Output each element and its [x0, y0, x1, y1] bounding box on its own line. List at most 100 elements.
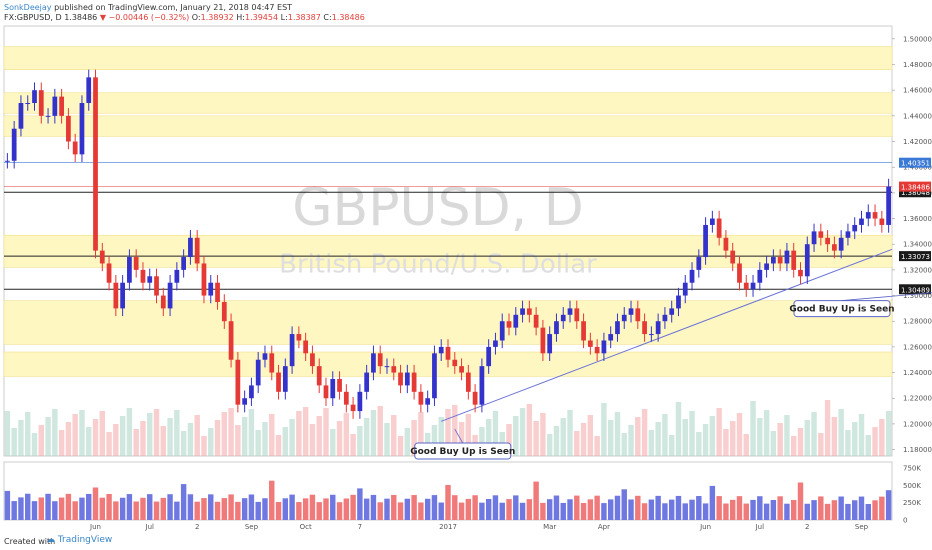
date-tick-label: 2 — [195, 523, 199, 531]
candle-body — [343, 391, 349, 405]
candle-body — [45, 115, 51, 117]
volume-bar-overlay — [45, 417, 51, 456]
volume-bar-overlay — [187, 423, 194, 456]
chart-area[interactable]: GBPUSD, D British Pound/U.S. Dollar 1.5000… — [0, 24, 932, 534]
candle-body — [587, 340, 593, 347]
volume-bar-overlay — [397, 436, 404, 456]
volume-bar — [45, 493, 51, 520]
volume-bar-overlay — [235, 425, 241, 456]
candle-body — [832, 244, 837, 251]
volume-bar — [289, 494, 295, 520]
volume-bar-overlay — [865, 435, 871, 456]
candle-body — [574, 308, 580, 322]
volume-bar — [404, 498, 411, 520]
watermark-symbol: GBPUSD, D — [292, 178, 584, 238]
volume-bar — [485, 498, 492, 520]
candle-body — [276, 372, 281, 392]
volume-bar-overlay — [228, 408, 234, 456]
volume-bar-overlay — [167, 418, 173, 456]
candle-body — [560, 314, 566, 322]
volume-bar — [330, 494, 336, 520]
volume-bar — [302, 498, 309, 520]
volume-bar-overlay — [492, 411, 499, 456]
candle-body — [249, 385, 254, 399]
volume-bar — [804, 503, 810, 520]
volume-bar-overlay — [587, 415, 594, 456]
volume-bar-overlay — [241, 417, 248, 456]
sr-zone — [3, 92, 893, 114]
volume-bar-overlay — [594, 436, 600, 456]
candle-body — [452, 359, 458, 367]
volume-bar — [4, 490, 11, 520]
volume-bar — [492, 495, 499, 520]
date-tick-label: Oct — [300, 523, 312, 531]
volume-bar — [811, 500, 817, 520]
volume-bar-overlay — [221, 412, 228, 456]
volume-bar-overlay — [519, 408, 526, 456]
trendline — [441, 248, 893, 422]
date-tick-label: 7 — [358, 523, 362, 531]
candle-body — [377, 353, 383, 367]
volume-bar — [885, 490, 892, 520]
volume-bar — [309, 494, 316, 520]
high-value: 1.39454 — [244, 13, 279, 22]
volume-bar-overlay — [818, 433, 824, 456]
price-tick-label: 1.40000 — [903, 164, 932, 172]
candle-body — [465, 372, 471, 392]
candle-body — [11, 128, 17, 161]
volume-bar — [784, 503, 790, 520]
volume-bar-overlay — [824, 400, 831, 456]
volume-bar — [790, 500, 797, 520]
volume-bar — [696, 496, 702, 520]
candle-body — [127, 257, 132, 283]
volume-bar-overlay — [458, 422, 465, 456]
volume-bar-overlay — [452, 405, 458, 456]
sr-zone — [3, 300, 893, 345]
volume-bar — [750, 499, 756, 520]
volume-bar-overlay — [58, 430, 65, 456]
date-tick-label: 2 — [805, 523, 809, 531]
volume-bar-overlay — [797, 428, 804, 456]
price-chart[interactable]: GBPUSD, D British Pound/U.S. Dollar 1.5000… — [0, 24, 932, 534]
volume-tick-label: 0 — [903, 517, 907, 525]
candle-body — [615, 321, 620, 335]
candle-body — [391, 366, 397, 373]
candle-body — [330, 378, 336, 399]
candle-body — [18, 103, 24, 129]
volume-bar — [113, 501, 119, 520]
volume-bar — [323, 498, 329, 520]
candle-body — [296, 334, 302, 341]
candle-body — [72, 141, 78, 155]
candle-body — [628, 308, 634, 315]
volume-bar-overlay — [363, 418, 370, 456]
volume-bar-overlay — [404, 428, 411, 456]
volume-bar — [743, 503, 749, 520]
price-tick-label: 1.18000 — [903, 446, 932, 454]
candle-body — [540, 327, 546, 354]
candle-body — [323, 385, 329, 399]
volume-bar — [797, 482, 804, 520]
candle-body — [777, 257, 783, 264]
volume-bar — [269, 480, 275, 520]
volume-bar — [86, 493, 92, 520]
candle-body — [879, 218, 885, 225]
volume-bar-overlay — [106, 432, 112, 456]
volume-bar — [357, 488, 363, 520]
candle-body — [642, 321, 647, 335]
volume-bar-overlay — [716, 408, 722, 456]
level-label: 1.38048 — [901, 189, 930, 197]
candle-body — [25, 103, 31, 105]
volume-bar — [18, 497, 24, 520]
candle-body — [804, 244, 810, 277]
tradingview-logo[interactable]: ☁ TradingView — [46, 535, 112, 545]
volume-bar-overlay — [574, 431, 580, 456]
low-label: L: — [280, 13, 288, 22]
volume-bar — [506, 499, 512, 520]
author-link[interactable]: SonkDeejay — [4, 3, 52, 12]
candle-body — [384, 366, 390, 368]
volume-bar-overlay — [709, 416, 716, 456]
volume-bar — [79, 497, 85, 520]
candle-body — [493, 340, 498, 347]
volume-bar — [445, 484, 451, 520]
annotation-pointer — [841, 292, 932, 301]
